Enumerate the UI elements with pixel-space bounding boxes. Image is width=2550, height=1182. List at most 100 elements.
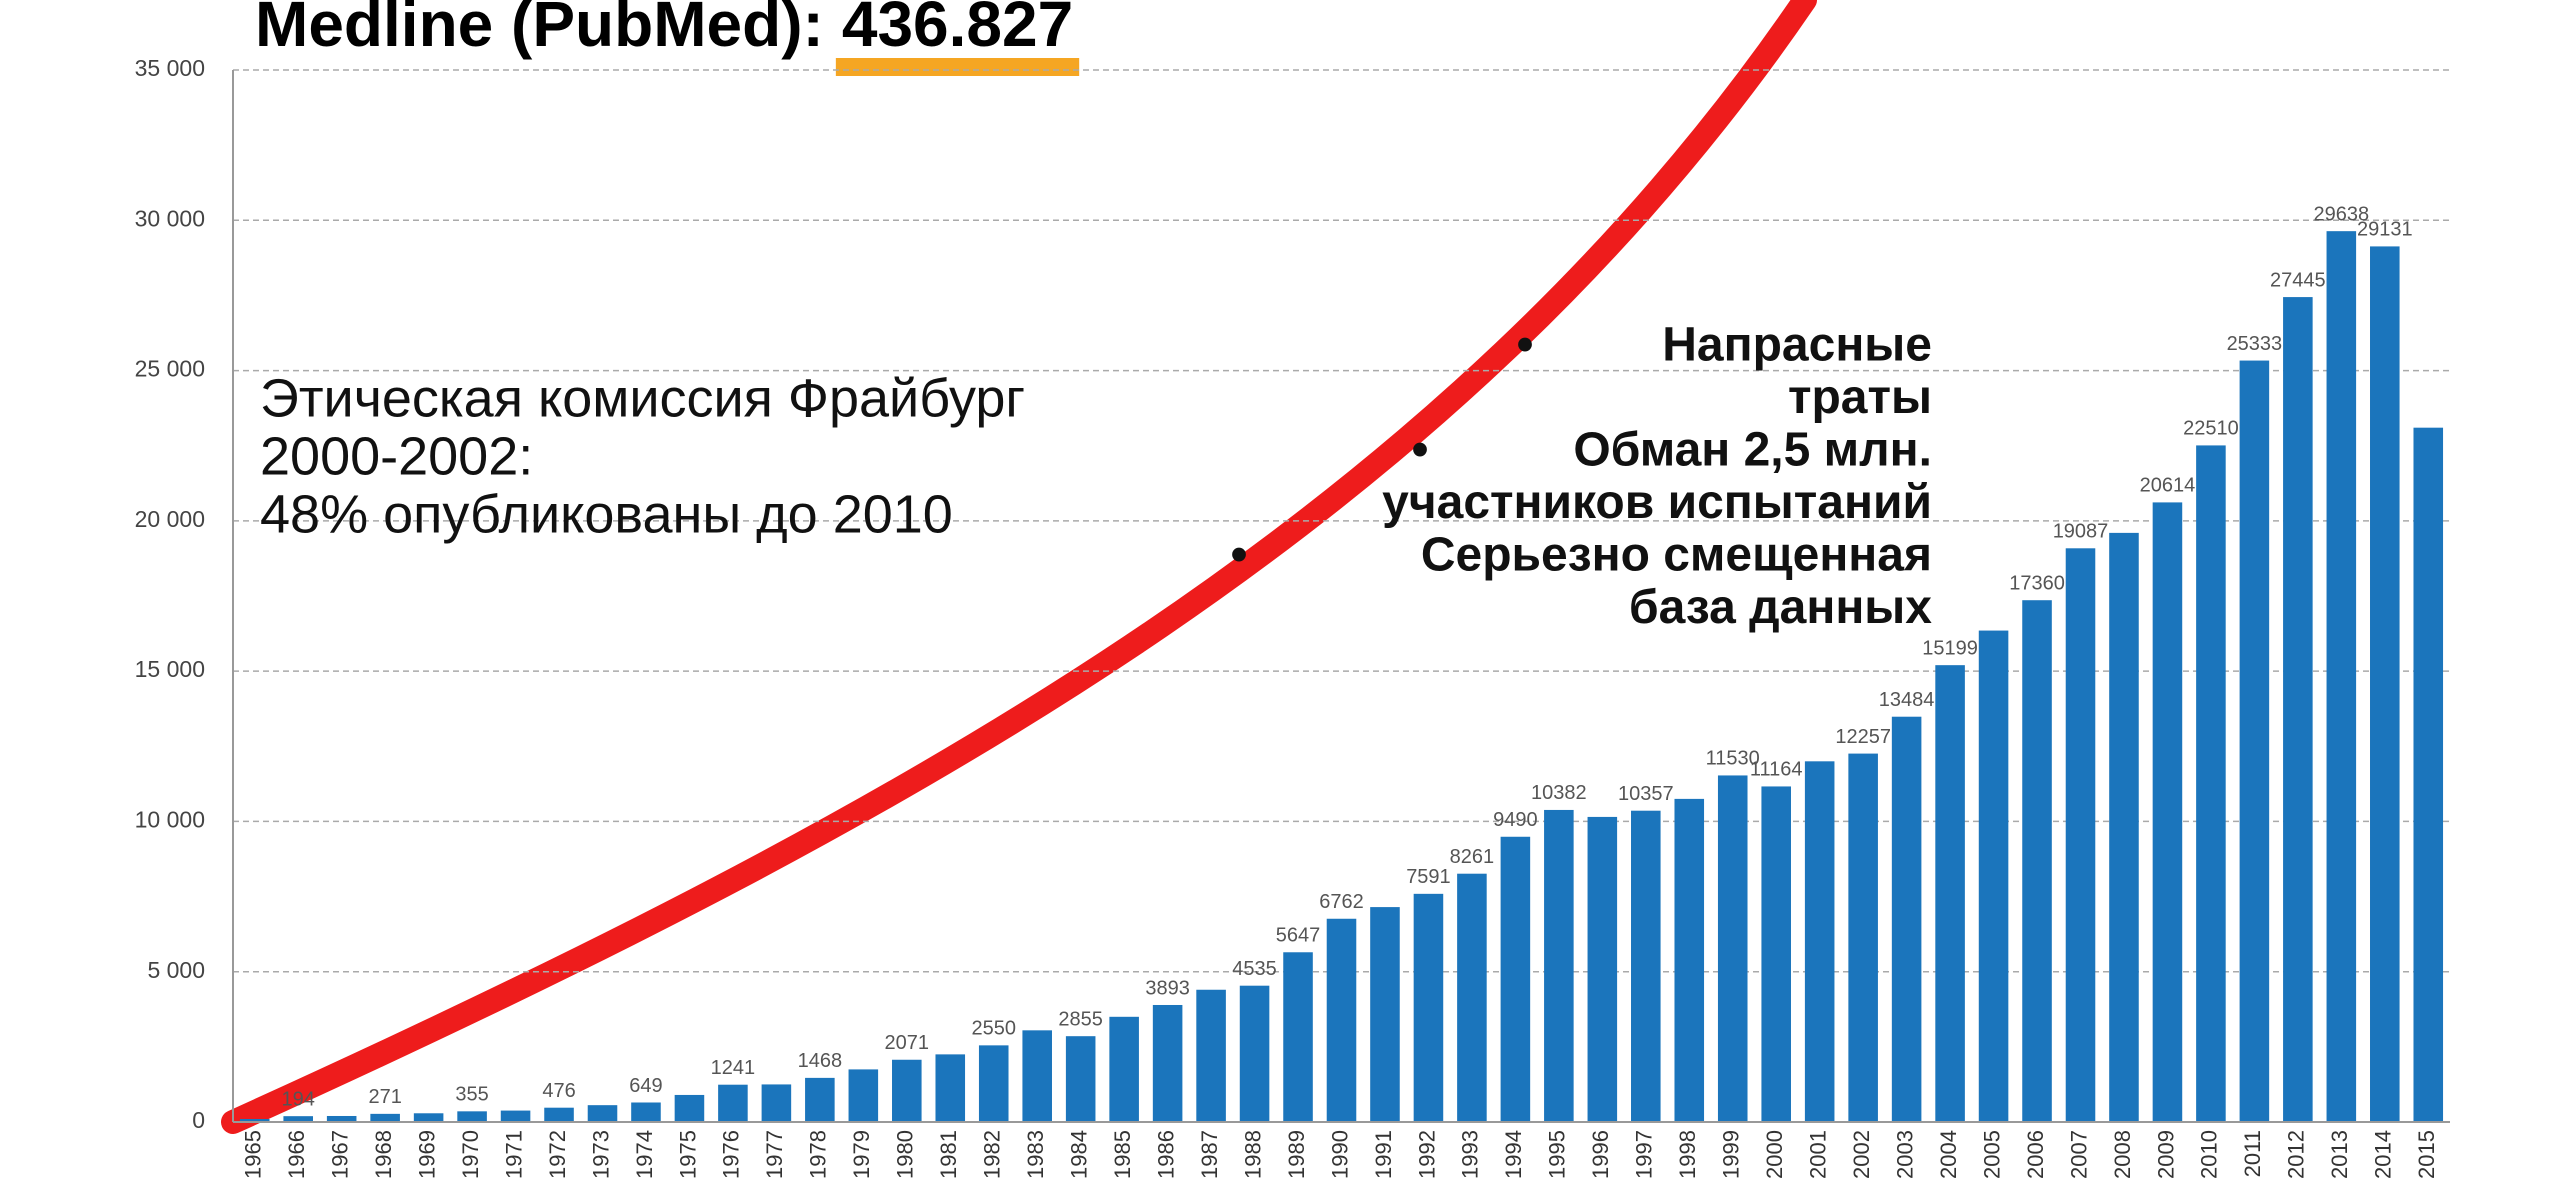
bar xyxy=(1978,630,2009,1122)
data-label: 2550 xyxy=(971,1018,1016,1040)
data-label: 8261 xyxy=(1450,846,1495,868)
x-tick-label: 2009 xyxy=(2153,1130,2178,1179)
y-tick-label: 10 000 xyxy=(135,807,205,833)
trend-curve xyxy=(221,0,1817,1134)
x-tick-label: 1966 xyxy=(284,1130,309,1179)
bar xyxy=(2152,502,2183,1122)
x-tick-label: 1965 xyxy=(241,1130,266,1179)
data-label: 19087 xyxy=(2053,521,2109,543)
bar xyxy=(935,1054,966,1122)
bar xyxy=(1109,1016,1139,1122)
x-tick-label: 2008 xyxy=(2110,1130,2135,1179)
bullet-line: база данных xyxy=(1629,581,1932,634)
data-label: 10382 xyxy=(1531,782,1587,804)
bar xyxy=(500,1110,531,1122)
x-tick-label: 1994 xyxy=(1501,1130,1526,1179)
title-highlight: 436.827 xyxy=(842,0,1073,60)
x-tick-label: 1978 xyxy=(806,1130,831,1179)
bar xyxy=(1196,989,1226,1122)
x-tick-label: 1982 xyxy=(980,1130,1005,1179)
x-tick-label: 1981 xyxy=(936,1130,961,1179)
x-tick-label: 1967 xyxy=(327,1130,352,1179)
x-tick-label: 1985 xyxy=(1110,1130,1135,1179)
bar xyxy=(978,1045,1009,1122)
bar xyxy=(1283,952,1313,1122)
y-tick-label: 30 000 xyxy=(135,205,205,231)
y-tick-label: 35 000 xyxy=(135,55,205,81)
bar xyxy=(674,1094,705,1122)
bullet-symbol: • xyxy=(1517,319,1534,372)
data-label: 17360 xyxy=(2009,572,2065,594)
x-tick-label: 1968 xyxy=(371,1130,396,1179)
data-label: 15199 xyxy=(1922,637,1978,659)
bar xyxy=(1891,716,1922,1122)
bar xyxy=(1935,665,1965,1122)
data-label: 6762 xyxy=(1319,891,1364,913)
x-tick-label: 2015 xyxy=(2414,1130,2439,1179)
x-tick-label: 1991 xyxy=(1371,1130,1396,1179)
y-tick-label: 5 000 xyxy=(147,957,205,983)
x-tick-label: 2005 xyxy=(1979,1130,2004,1179)
chart-title: Medline (PubMed): xyxy=(255,0,824,60)
bar xyxy=(892,1059,922,1122)
x-tick-label: 2010 xyxy=(2197,1130,2222,1179)
bar xyxy=(1413,893,1444,1122)
x-tick-label: 1997 xyxy=(1632,1130,1657,1179)
bullet-line: Обман 2,5 млн. xyxy=(1573,424,1932,477)
bar xyxy=(761,1084,792,1122)
x-tick-label: 2007 xyxy=(2066,1130,2091,1179)
bar xyxy=(2239,360,2270,1123)
data-label: 271 xyxy=(368,1086,401,1108)
bar xyxy=(1848,753,1878,1122)
x-tick-label: 1972 xyxy=(545,1130,570,1179)
bar xyxy=(1370,907,1400,1122)
bar xyxy=(1717,775,1748,1122)
bar xyxy=(1587,816,1618,1122)
bar xyxy=(2283,297,2313,1122)
bullet-line: участников испытаний xyxy=(1382,476,1932,529)
data-label: 25333 xyxy=(2227,333,2283,355)
bar xyxy=(805,1077,835,1122)
x-tick-label: 2014 xyxy=(2371,1130,2396,1179)
bullet-symbol: • xyxy=(1231,529,1248,582)
data-label: 194 xyxy=(282,1088,315,1110)
x-tick-label: 1990 xyxy=(1327,1130,1352,1179)
x-tick-label: 2002 xyxy=(1849,1130,1874,1179)
x-tick-label: 1984 xyxy=(1066,1130,1091,1179)
x-tick-label: 2012 xyxy=(2284,1130,2309,1179)
x-tick-label: 1987 xyxy=(1197,1130,1222,1179)
x-tick-label: 1969 xyxy=(414,1130,439,1179)
x-tick-label: 1970 xyxy=(458,1130,483,1179)
bar xyxy=(326,1115,357,1122)
x-tick-label: 1974 xyxy=(632,1130,657,1179)
bar xyxy=(848,1069,879,1122)
y-tick-label: 20 000 xyxy=(135,506,205,532)
data-label: 27445 xyxy=(2270,269,2326,291)
x-tick-label: 1976 xyxy=(719,1130,744,1179)
x-tick-label: 1999 xyxy=(1719,1130,1744,1179)
bar xyxy=(283,1116,313,1122)
data-label: 13484 xyxy=(1879,689,1935,711)
data-label: 22510 xyxy=(2183,418,2239,440)
data-label: 29638 xyxy=(2314,203,2370,225)
bar xyxy=(1674,798,1705,1122)
x-tick-label: 1988 xyxy=(1240,1130,1265,1179)
bar xyxy=(1152,1004,1183,1122)
data-label: 10357 xyxy=(1618,783,1674,805)
data-label: 9490 xyxy=(1493,809,1538,831)
data-label: 12257 xyxy=(1835,726,1891,748)
data-label: 3893 xyxy=(1145,977,1190,999)
x-tick-label: 2013 xyxy=(2327,1130,2352,1179)
x-tick-label: 1995 xyxy=(1545,1130,1570,1179)
data-label: 29131 xyxy=(2357,219,2413,241)
data-label: 11530 xyxy=(1706,748,1760,770)
data-label: 20614 xyxy=(2140,475,2196,497)
bar xyxy=(2413,427,2444,1122)
annotation-line: 48% опубликованы до 2010 xyxy=(260,484,953,544)
data-label: 476 xyxy=(542,1080,575,1102)
x-tick-label: 1986 xyxy=(1153,1130,1178,1179)
x-tick-label: 1996 xyxy=(1588,1130,1613,1179)
x-tick-label: 1992 xyxy=(1414,1130,1439,1179)
bar xyxy=(587,1105,618,1122)
